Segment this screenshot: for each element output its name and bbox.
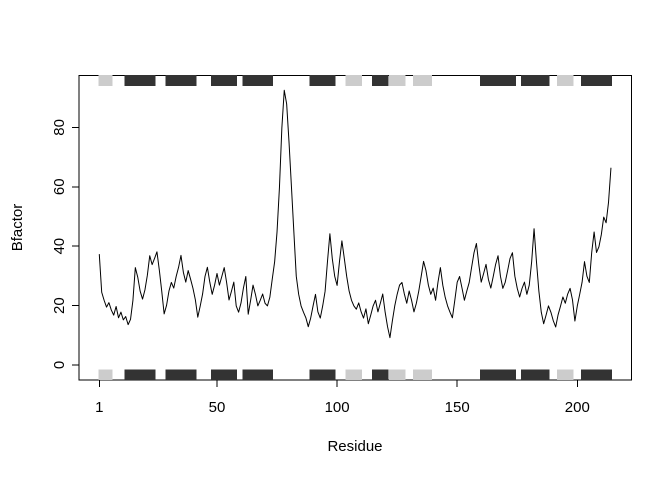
sse-helix-segment	[165, 369, 197, 380]
sse-helix-segment	[211, 75, 238, 86]
sse-sheet-segment	[413, 369, 432, 380]
x-tick-label: 50	[209, 399, 226, 416]
y-tick-label: 0	[51, 361, 68, 369]
sse-helix-segment	[480, 369, 516, 380]
sse-helix-segment	[165, 75, 197, 86]
y-axis-title: Bfactor	[9, 204, 26, 252]
x-axis: 1 50 100 150 200	[95, 380, 590, 416]
sse-sheet-segment	[557, 75, 574, 86]
sse-helix-segment	[242, 75, 274, 86]
sse-sheet-segment	[557, 369, 574, 380]
x-tick-label: 150	[445, 399, 470, 416]
sse-helix-segment	[309, 369, 336, 380]
sse-sheet-segment	[388, 369, 406, 380]
x-tick-label: 100	[325, 399, 350, 416]
sse-sheet-segment	[345, 369, 363, 380]
sse-annotation-bottom-bar	[98, 369, 612, 380]
plot-box-border	[78, 75, 632, 381]
sse-helix-segment	[581, 369, 612, 380]
sse-helix-segment	[211, 369, 238, 380]
sse-helix-segment	[480, 75, 516, 86]
sse-sheet-segment	[413, 75, 432, 86]
sse-helix-segment	[124, 75, 156, 86]
x-tick-label: 200	[565, 399, 590, 416]
sse-sheet-segment	[98, 369, 113, 380]
sse-helix-segment	[309, 75, 336, 86]
x-axis-title: Residue	[327, 438, 382, 455]
sse-helix-segment	[521, 369, 550, 380]
sse-annotation-top-bar	[98, 75, 612, 86]
bfactor-line-series	[98, 89, 612, 339]
sse-helix-segment	[124, 369, 156, 380]
x-tick-label: 1	[95, 399, 103, 416]
sse-helix-segment	[372, 75, 389, 86]
y-tick-label: 80	[51, 119, 68, 136]
sse-helix-segment	[521, 75, 550, 86]
sse-helix-segment	[372, 369, 389, 380]
y-tick-label: 60	[51, 178, 68, 195]
sse-sheet-segment	[388, 75, 406, 86]
sse-helix-segment	[581, 75, 612, 86]
y-axis: 0 20 40 60 80	[51, 119, 79, 369]
y-tick-label: 20	[51, 297, 68, 314]
sse-helix-segment	[242, 369, 274, 380]
y-tick-label: 40	[51, 238, 68, 255]
sse-sheet-segment	[345, 75, 363, 86]
sse-sheet-segment	[98, 75, 113, 86]
